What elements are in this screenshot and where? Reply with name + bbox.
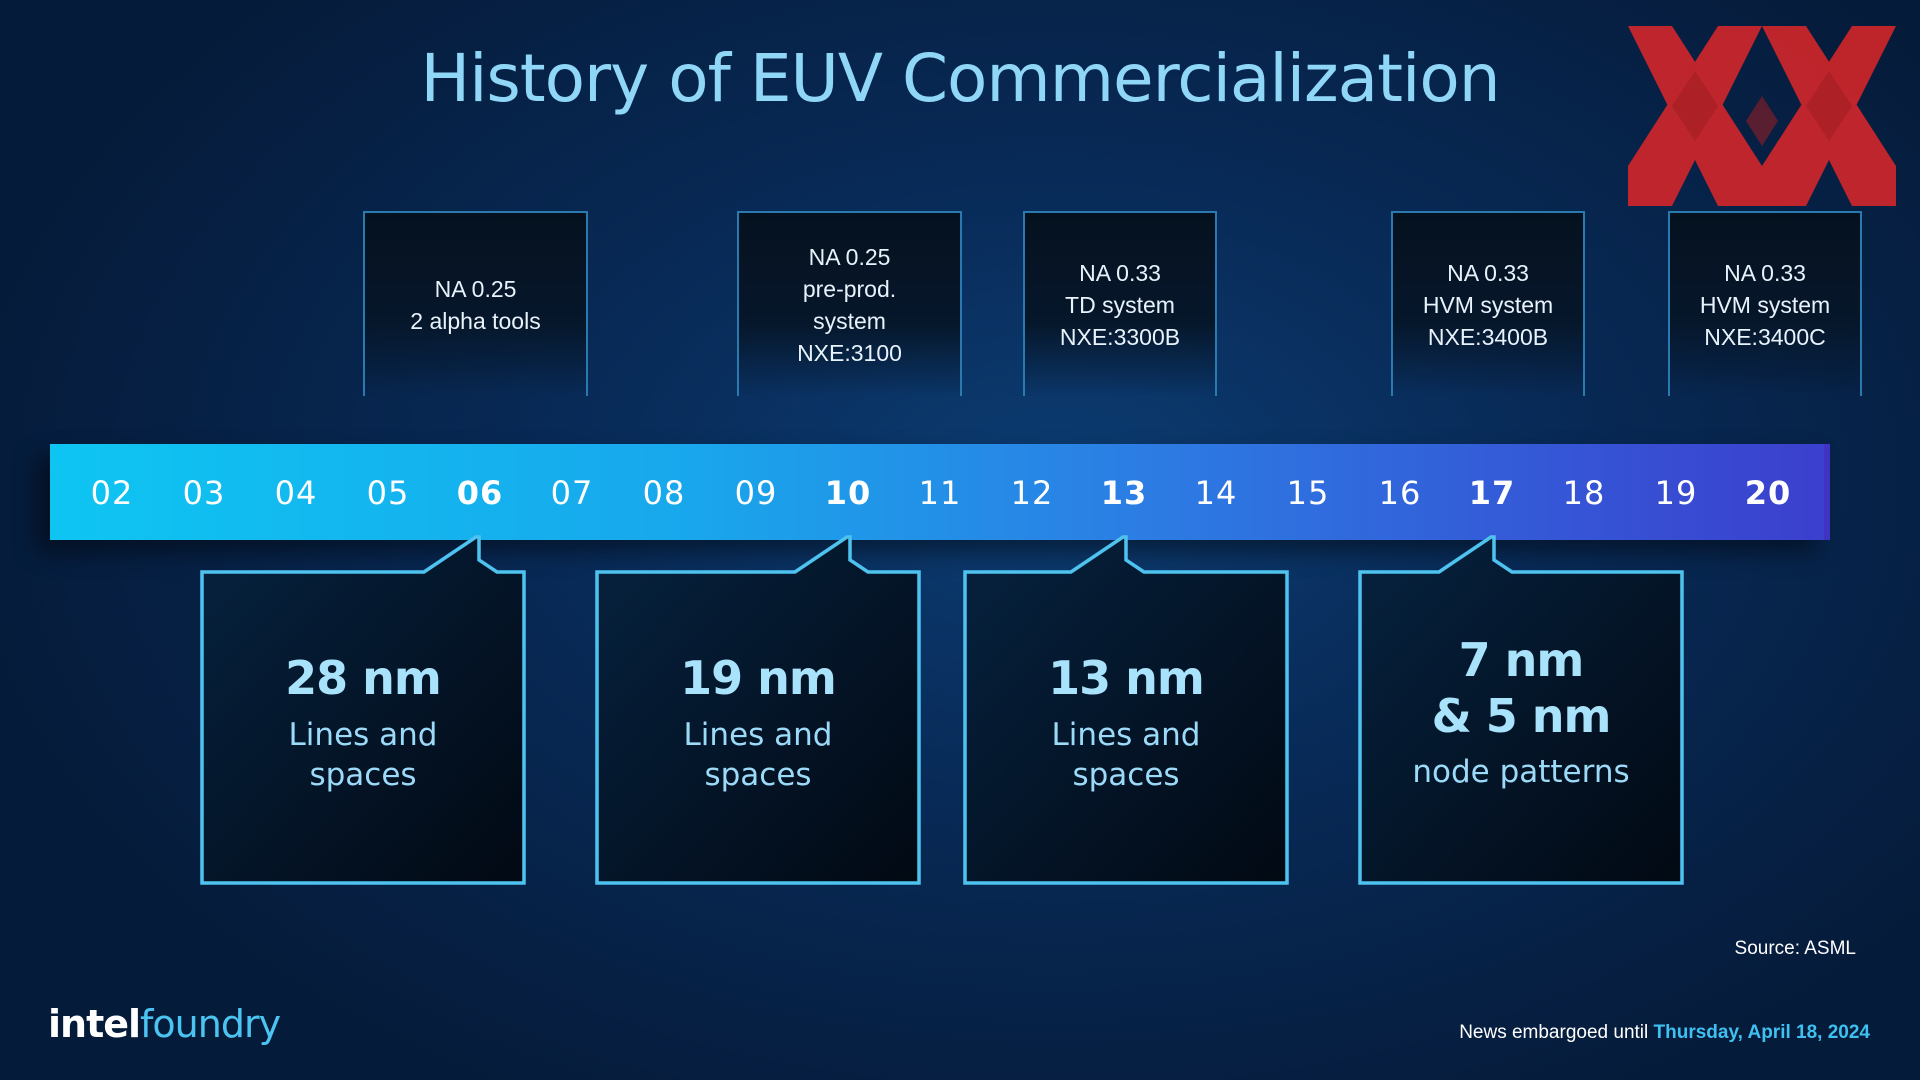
slide-title: History of EUV Commercialization: [420, 40, 1500, 117]
milestone-text: system: [813, 307, 886, 334]
callout-outline: [963, 535, 1289, 885]
callout-description: Lines and spaces: [200, 715, 526, 795]
callout-frame: [963, 535, 1289, 885]
callout-heading: 28 nm: [200, 650, 526, 706]
milestone-text: TD system: [1065, 291, 1175, 318]
timeline-year: 19: [1654, 474, 1698, 512]
milestone-text: HVM system: [1699, 291, 1831, 318]
callout-heading: 7 nm & 5 nm: [1358, 632, 1684, 744]
milestone-box: NA 0.25 2 alpha tools: [363, 211, 588, 396]
milestone-box: NA 0.33 HVM system NXE:3400C: [1668, 211, 1862, 396]
milestone-text: NXE:3400B: [1427, 323, 1549, 350]
resolution-callout: 7 nm & 5 nm node patterns: [1358, 530, 1684, 885]
milestone-text: pre-prod.: [802, 275, 897, 302]
callout-sub-line: Lines and: [683, 717, 833, 753]
milestone-text: NXE:3100: [797, 339, 902, 366]
callout-outline: [1358, 535, 1684, 885]
timeline-year: 04: [274, 474, 318, 512]
timeline-year: 12: [1010, 474, 1054, 512]
callout-frame: [1358, 535, 1684, 885]
timeline-year: 02: [90, 474, 134, 512]
callout-description: node patterns: [1358, 752, 1684, 792]
embargo-date: Thursday, April 18, 2024: [1653, 1022, 1870, 1043]
callout-sub-line: spaces: [1072, 757, 1180, 793]
milestone-text: NA 0.33: [1724, 259, 1806, 286]
milestone-text: NA 0.33: [1079, 259, 1161, 286]
callout-outline: [200, 535, 526, 885]
resolution-callout: 28 nm Lines and spaces: [200, 530, 526, 885]
brand-part-foundry: foundry: [140, 1002, 281, 1046]
callout-sub-line: node patterns: [1412, 754, 1630, 790]
timeline-year: 03: [182, 474, 226, 512]
callout-heading: 13 nm: [963, 650, 1289, 706]
callout-resolution: 7 nm: [1458, 633, 1585, 687]
callout-outline: [595, 535, 921, 885]
callout-description: Lines and spaces: [595, 715, 921, 795]
timeline-year: 11: [918, 474, 962, 512]
brand-part-intel: intel: [48, 1002, 141, 1046]
milestone-text: NXE:3300B: [1059, 323, 1181, 350]
resolution-callout: 13 nm Lines and spaces: [963, 530, 1289, 885]
callout-resolution: 19 nm: [680, 651, 837, 705]
callout-resolution: & 5 nm: [1431, 689, 1612, 743]
milestone-box: NA 0.25 pre-prod. system NXE:3100: [737, 211, 962, 396]
red-xx-logo: [1628, 26, 1896, 206]
milestone-text: NA 0.25: [434, 275, 517, 302]
callout-sub-line: spaces: [309, 757, 417, 793]
source-note: Source: ASML: [1734, 938, 1856, 959]
milestone-box: NA 0.33 TD system NXE:3300B: [1023, 211, 1217, 396]
milestone-text: NA 0.25: [808, 243, 891, 270]
milestone-text: NXE:3400C: [1704, 323, 1826, 350]
callout-heading: 19 nm: [595, 650, 921, 706]
callout-resolution: 28 nm: [285, 651, 442, 705]
timeline-year: 06: [456, 474, 504, 512]
embargo-note: News embargoed until Thursday, April 18,…: [1459, 1022, 1870, 1044]
milestone-text: NA 0.33: [1447, 259, 1529, 286]
timeline-year: 16: [1378, 474, 1422, 512]
milestone-box: NA 0.33 HVM system NXE:3400B: [1391, 211, 1585, 396]
callout-description: Lines and spaces: [963, 715, 1289, 795]
timeline-year: 08: [642, 474, 686, 512]
intel-foundry-logo: intelfoundry: [48, 1002, 281, 1046]
embargo-prefix: News embargoed until: [1459, 1022, 1654, 1043]
callout-sub-line: Lines and: [288, 717, 438, 753]
resolution-callout: 19 nm Lines and spaces: [595, 530, 921, 885]
timeline-year: 14: [1194, 474, 1238, 512]
timeline-year: 05: [366, 474, 410, 512]
callout-sub-line: Lines and: [1051, 717, 1201, 753]
callout-frame: [595, 535, 921, 885]
timeline-year: 15: [1286, 474, 1330, 512]
callout-frame: [200, 535, 526, 885]
timeline-year: 10: [824, 474, 872, 512]
timeline-year: 20: [1744, 474, 1792, 512]
callout-resolution: 13 nm: [1048, 651, 1205, 705]
milestone-text: 2 alpha tools: [410, 307, 541, 334]
callout-sub-line: spaces: [704, 757, 812, 793]
timeline-bar: 02 03 04 05 06 07 08 09 10 11 12 13 14 15 16 17 18 19 20: [50, 444, 1830, 540]
timeline-year: 09: [734, 474, 778, 512]
timeline-year: 18: [1562, 474, 1606, 512]
milestone-text: HVM system: [1422, 291, 1554, 318]
timeline-year: 07: [550, 474, 594, 512]
timeline-year: 13: [1100, 474, 1148, 512]
timeline-year: 17: [1468, 474, 1516, 512]
